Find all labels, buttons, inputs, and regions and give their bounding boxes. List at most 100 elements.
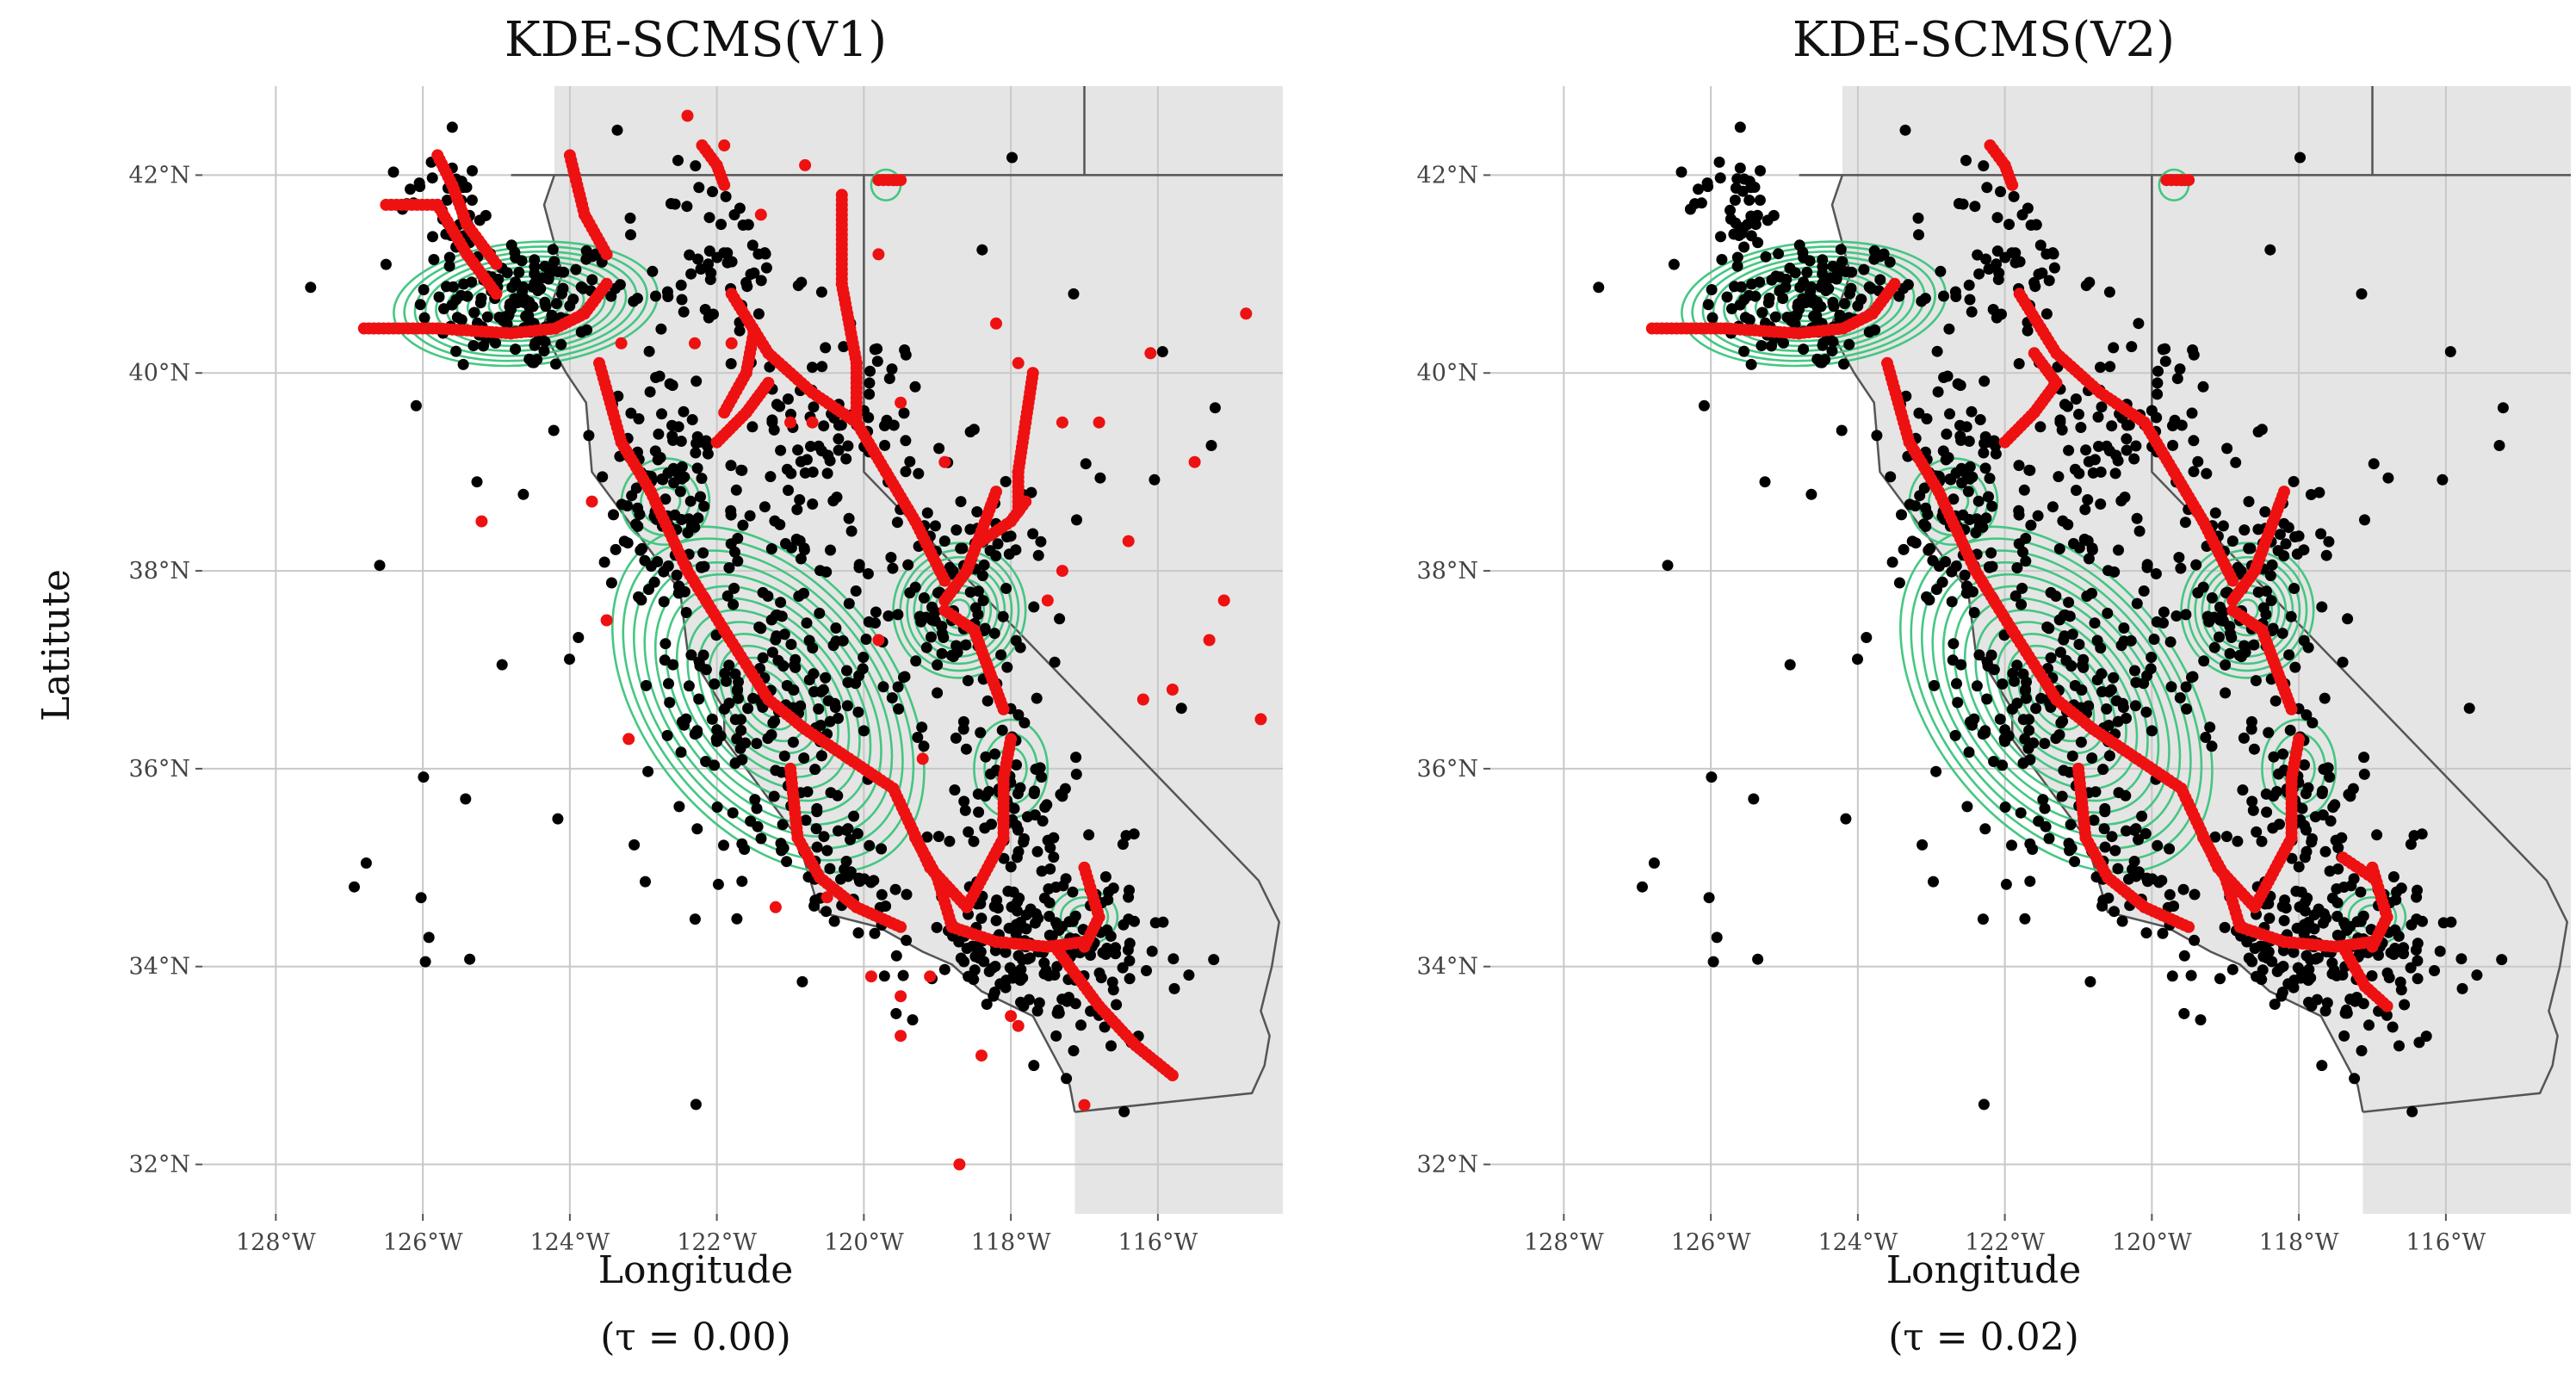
data-point (2056, 424, 2068, 436)
data-point (1778, 337, 1789, 349)
data-point (2200, 732, 2212, 743)
data-point (2319, 692, 2331, 704)
data-point (583, 430, 595, 442)
data-point (2355, 915, 2367, 927)
data-point (893, 703, 905, 715)
data-point (1861, 632, 1873, 643)
data-point (2008, 190, 2020, 202)
data-point (735, 714, 746, 726)
data-point (2034, 421, 2047, 433)
data-point (972, 940, 983, 952)
map-plot: 128°W 126°W 124°W 122°W 120°W 118°W 116°W 32°N 3… (1417, 86, 2571, 1256)
data-point (1124, 973, 1136, 985)
data-point (2267, 822, 2279, 834)
data-point (2355, 886, 2367, 898)
y-tick-label: 40°N (1417, 360, 1478, 387)
data-point (2307, 717, 2319, 729)
data-point (2302, 641, 2314, 653)
data-point (808, 686, 820, 697)
data-point (2095, 466, 2107, 478)
data-point (2133, 525, 2146, 537)
data-point (1836, 256, 1848, 268)
data-point (2195, 1014, 2207, 1026)
data-point (2238, 732, 2250, 744)
data-point (1760, 251, 1772, 263)
data-point (2112, 715, 2124, 727)
ridge-point (975, 1049, 988, 1062)
data-point (2121, 444, 2133, 456)
data-point (1715, 231, 1726, 243)
x-tick-label: 128°W (1524, 1229, 1604, 1256)
ridge-point (2293, 733, 2306, 746)
data-point (1916, 295, 1928, 307)
data-point (759, 247, 771, 259)
ridge-point (2285, 702, 2298, 715)
data-point (2338, 1030, 2350, 1042)
data-point (2096, 686, 2108, 697)
data-point (1900, 390, 1912, 402)
data-point (2243, 496, 2255, 508)
data-point (683, 680, 695, 692)
data-point (558, 266, 570, 278)
data-point (2209, 507, 2221, 519)
data-point (2363, 1019, 2375, 1031)
data-point (2294, 972, 2307, 984)
data-point (1997, 678, 2009, 690)
ridge-point (1254, 713, 1267, 726)
data-point (1893, 577, 1905, 589)
data-point (2257, 964, 2269, 976)
data-point (1024, 952, 1036, 964)
data-point (2342, 613, 2354, 625)
data-point (443, 260, 455, 272)
data-point (1099, 871, 1112, 882)
data-point (752, 820, 764, 832)
data-point (496, 659, 508, 671)
data-point (2382, 472, 2394, 484)
data-point (976, 570, 988, 582)
data-point (1918, 518, 1930, 530)
data-point (1966, 306, 1978, 318)
data-point (2006, 703, 2018, 715)
data-point (634, 509, 646, 520)
data-point (692, 253, 704, 265)
data-point (2145, 663, 2157, 675)
data-point (1988, 756, 2000, 767)
data-point (2326, 892, 2338, 904)
data-point (725, 358, 737, 369)
data-point (2276, 987, 2288, 998)
data-point (2073, 467, 2085, 480)
data-point (598, 556, 610, 568)
data-point (2017, 546, 2028, 558)
data-point (864, 365, 876, 377)
data-point (1000, 946, 1012, 958)
ridge-points (357, 109, 1267, 1171)
data-point (2214, 614, 2226, 626)
data-point (760, 262, 772, 274)
data-point (2284, 724, 2296, 736)
data-point (753, 621, 765, 633)
ridge-point (1203, 634, 1216, 647)
data-point (2248, 743, 2260, 755)
data-point (2062, 400, 2074, 412)
data-point (840, 453, 852, 465)
ridge-point (2366, 940, 2379, 953)
data-point (813, 703, 825, 715)
data-point (2293, 530, 2305, 542)
data-point (374, 560, 386, 572)
data-point (862, 568, 874, 579)
data-point (2292, 962, 2304, 974)
data-point (2294, 152, 2306, 164)
data-point (2064, 845, 2076, 857)
data-point (2217, 520, 2229, 532)
data-point (2266, 559, 2278, 571)
data-point (2167, 439, 2179, 451)
data-point (2316, 788, 2328, 800)
data-point (2096, 401, 2108, 413)
data-point (2239, 640, 2251, 652)
data-point (1759, 476, 1771, 488)
y-tick-label: 36°N (129, 756, 190, 783)
data-point (2101, 703, 2113, 715)
contour-line (1996, 633, 2117, 766)
data-point (744, 510, 756, 522)
data-point (2063, 597, 2075, 609)
